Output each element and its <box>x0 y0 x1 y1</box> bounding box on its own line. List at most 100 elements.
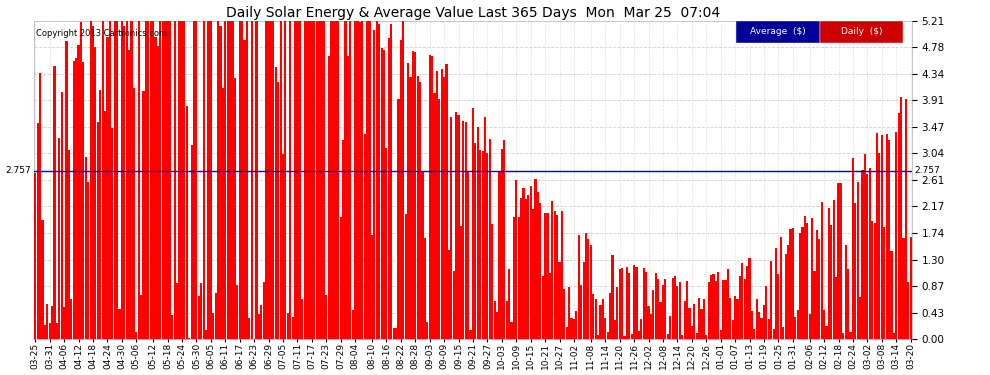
Bar <box>713 274 715 339</box>
Bar <box>708 282 710 339</box>
Bar <box>599 305 602 339</box>
Bar <box>176 283 178 339</box>
Bar <box>111 128 113 339</box>
Text: 2.757: 2.757 <box>6 166 32 175</box>
Bar <box>439 99 441 339</box>
Bar <box>725 280 727 339</box>
Bar <box>587 239 589 339</box>
Bar <box>149 21 151 339</box>
Bar <box>688 308 690 339</box>
Bar <box>373 30 375 339</box>
FancyBboxPatch shape <box>737 21 820 43</box>
Bar <box>652 290 654 339</box>
Bar <box>698 298 700 339</box>
Bar <box>472 108 474 339</box>
Bar <box>671 278 673 339</box>
Bar <box>881 135 883 339</box>
Bar <box>351 310 353 339</box>
Bar <box>727 269 729 339</box>
Bar <box>910 237 912 339</box>
Bar <box>481 151 484 339</box>
Bar <box>474 143 476 339</box>
Bar <box>87 182 89 339</box>
Bar <box>363 134 366 339</box>
Bar <box>161 21 163 339</box>
Bar <box>638 331 640 339</box>
Bar <box>417 76 419 339</box>
Bar <box>260 305 262 339</box>
Bar <box>548 273 551 339</box>
Bar <box>119 309 121 339</box>
Bar <box>506 301 508 339</box>
Bar <box>361 21 363 339</box>
Bar <box>794 317 796 339</box>
Bar <box>732 320 734 339</box>
Bar <box>335 21 337 339</box>
Bar <box>619 269 621 339</box>
Bar <box>849 332 851 339</box>
Bar <box>842 333 844 339</box>
Bar <box>818 239 821 339</box>
Bar <box>397 99 400 339</box>
Bar <box>525 200 527 339</box>
Bar <box>540 202 542 339</box>
Bar <box>792 228 794 339</box>
Bar <box>447 250 450 339</box>
Bar <box>53 66 55 339</box>
Bar <box>612 255 614 339</box>
Bar <box>890 251 893 339</box>
Bar <box>888 141 890 339</box>
Bar <box>746 266 748 339</box>
Bar <box>705 334 707 339</box>
Bar <box>631 334 633 339</box>
Bar <box>133 88 135 339</box>
Bar <box>104 111 106 339</box>
Bar <box>535 178 537 339</box>
Bar <box>835 277 838 339</box>
Bar <box>575 311 577 339</box>
Bar <box>498 171 501 339</box>
Bar <box>267 21 269 339</box>
Title: Daily Solar Energy & Average Value Last 365 Days  Mon  Mar 25  07:04: Daily Solar Energy & Average Value Last … <box>226 6 720 20</box>
Bar <box>856 182 859 339</box>
Bar <box>299 21 301 339</box>
Bar <box>358 22 361 339</box>
Bar <box>674 276 676 339</box>
Bar <box>193 21 195 339</box>
Bar <box>626 267 628 339</box>
Bar <box>876 133 878 339</box>
Bar <box>722 280 724 339</box>
Bar <box>907 282 910 339</box>
Bar <box>513 216 515 339</box>
Bar <box>239 21 241 339</box>
Bar <box>392 328 395 339</box>
Bar <box>838 183 840 339</box>
Bar <box>501 148 503 339</box>
Bar <box>595 300 597 339</box>
Bar <box>210 21 212 339</box>
Bar <box>847 269 849 339</box>
Bar <box>205 330 207 339</box>
Bar <box>446 64 447 339</box>
Bar <box>39 73 42 339</box>
Bar <box>641 318 643 339</box>
Bar <box>82 62 84 339</box>
Text: Daily  ($): Daily ($) <box>841 27 882 36</box>
Bar <box>154 37 156 339</box>
Bar <box>763 304 765 339</box>
Bar <box>900 97 902 339</box>
Bar <box>614 320 616 339</box>
Bar <box>784 254 787 339</box>
Bar <box>659 302 661 339</box>
Bar <box>683 301 686 339</box>
Bar <box>49 323 50 339</box>
Bar <box>494 302 496 339</box>
Bar <box>424 238 426 339</box>
Bar <box>220 26 222 339</box>
Bar <box>255 21 257 339</box>
Bar <box>609 293 611 339</box>
Bar <box>861 170 863 339</box>
Bar <box>128 50 130 339</box>
Bar <box>311 21 313 339</box>
Bar <box>178 21 180 339</box>
